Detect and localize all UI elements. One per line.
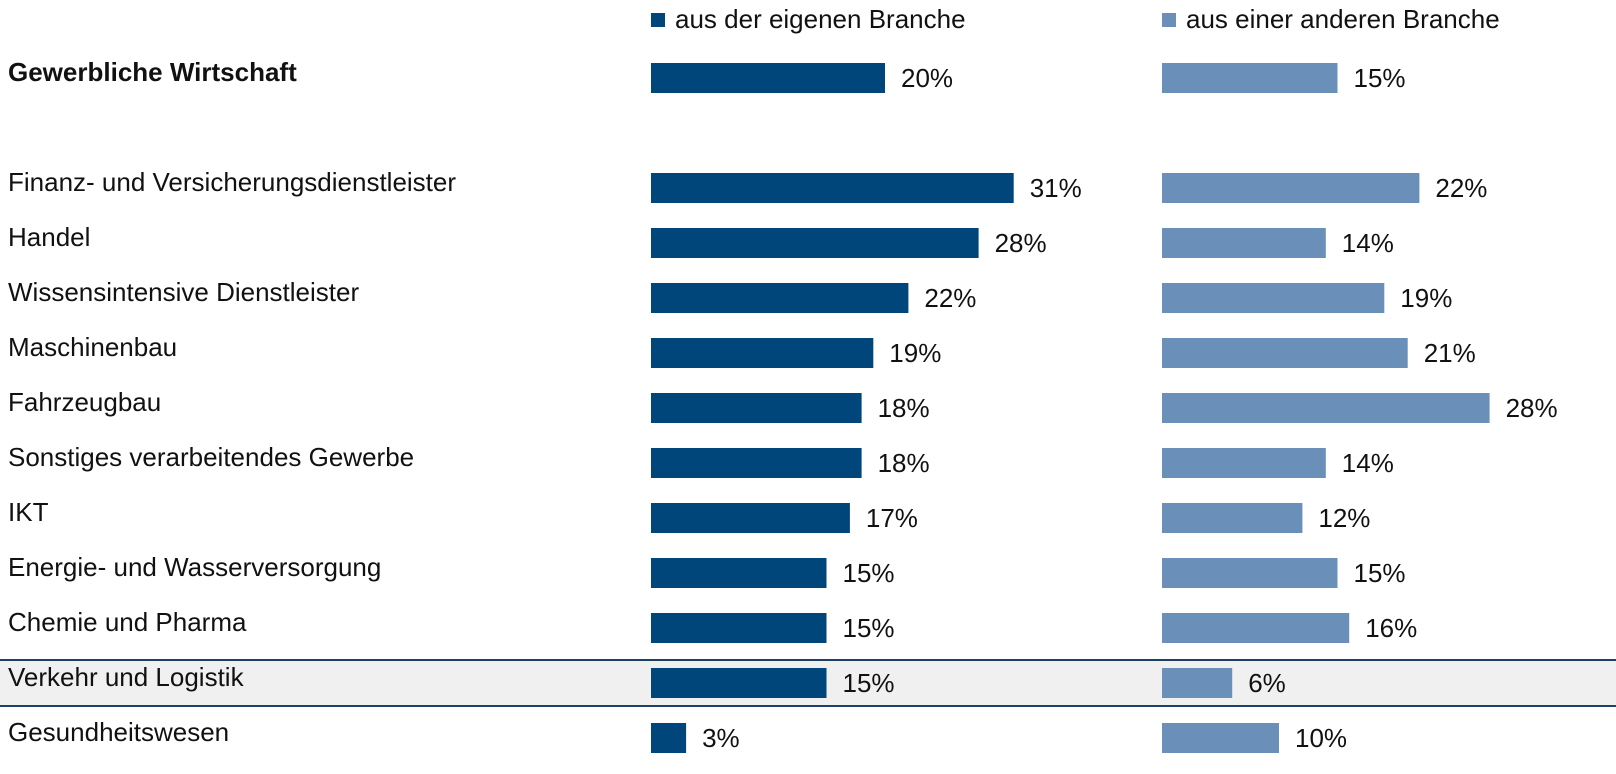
bar (1162, 228, 1326, 258)
value-label: 15% (843, 613, 895, 643)
category-label: IKT (8, 497, 49, 527)
value-label: 19% (1400, 283, 1452, 313)
bar (1162, 558, 1338, 588)
legend-label: aus einer anderen Branche (1186, 4, 1500, 34)
value-label: 6% (1248, 668, 1286, 698)
bar (651, 448, 862, 478)
value-label: 18% (878, 448, 930, 478)
value-label: 22% (924, 283, 976, 313)
value-label: 15% (1354, 63, 1406, 93)
legend-swatch (1162, 13, 1176, 27)
value-label: 10% (1295, 723, 1347, 753)
legend-swatch (651, 13, 665, 27)
bar (651, 723, 687, 753)
bar (651, 558, 827, 588)
bar (651, 503, 850, 533)
category-label: Fahrzeugbau (8, 387, 161, 417)
bar (1162, 338, 1408, 368)
value-label: 15% (843, 668, 895, 698)
bar (1162, 173, 1420, 203)
value-label: 15% (1354, 558, 1406, 588)
value-label: 21% (1424, 338, 1476, 368)
value-label: 22% (1435, 173, 1487, 203)
bar (651, 173, 1014, 203)
bar (1162, 613, 1350, 643)
value-label: 18% (878, 393, 930, 423)
bar (1162, 63, 1338, 93)
value-label: 31% (1030, 173, 1082, 203)
bar (651, 393, 862, 423)
bar (651, 668, 827, 698)
value-label: 14% (1342, 228, 1394, 258)
category-label: Chemie und Pharma (8, 607, 247, 637)
category-label: Maschinenbau (8, 332, 177, 362)
category-label: Energie- und Wasserversorgung (8, 552, 381, 582)
value-label: 16% (1365, 613, 1417, 643)
bar (1162, 283, 1385, 313)
bar (651, 283, 909, 313)
bar (1162, 393, 1490, 423)
bar (1162, 668, 1233, 698)
category-label: Handel (8, 222, 90, 252)
bar (651, 338, 874, 368)
value-label: 20% (901, 63, 953, 93)
value-label: 28% (1506, 393, 1558, 423)
value-label: 14% (1342, 448, 1394, 478)
category-label: Verkehr und Logistik (8, 662, 245, 692)
category-label: Wissensintensive Dienstleister (8, 277, 359, 307)
category-label: Sonstiges verarbeitendes Gewerbe (8, 442, 414, 472)
bar (651, 63, 885, 93)
category-label: Gesundheitswesen (8, 717, 229, 747)
value-label: 28% (995, 228, 1047, 258)
value-label: 15% (843, 558, 895, 588)
value-label: 19% (889, 338, 941, 368)
bar (651, 613, 827, 643)
category-label: Gewerbliche Wirtschaft (8, 57, 297, 87)
bar (651, 228, 979, 258)
value-label: 3% (702, 723, 740, 753)
legend-label: aus der eigenen Branche (675, 4, 966, 34)
category-label: Finanz- und Versicherungsdienstleister (8, 167, 456, 197)
value-label: 17% (866, 503, 918, 533)
bar (1162, 503, 1303, 533)
bar (1162, 448, 1326, 478)
value-label: 12% (1318, 503, 1370, 533)
bar (1162, 723, 1279, 753)
